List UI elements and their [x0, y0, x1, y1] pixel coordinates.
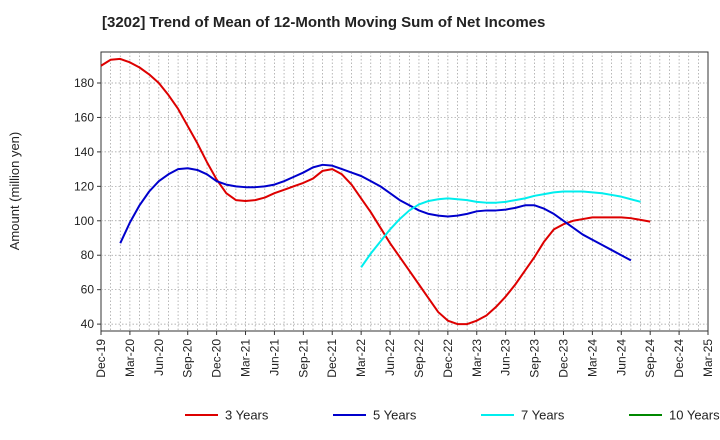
x-tick-label: Sep-20: [181, 339, 195, 378]
x-tick-label: Sep-23: [528, 339, 542, 378]
x-tick-label: Dec-22: [441, 339, 455, 378]
series-line-5-years: [119, 163, 632, 262]
x-tick-label: Dec-21: [325, 339, 339, 378]
x-tick-label: Mar-24: [585, 339, 599, 377]
x-tick-label: Jun-22: [383, 339, 397, 376]
x-tick-label: Sep-21: [296, 339, 310, 378]
series-line-7-years: [360, 190, 641, 268]
legend-label: 5 Years: [373, 408, 417, 423]
x-tick-label: Dec-23: [556, 339, 570, 378]
axes: 40 60 80 100 120 140 160 180 Dec-19 Mar-20 Jun-20 S…: [74, 76, 715, 378]
grid-lines: [101, 52, 708, 331]
legend-label: 3 Years: [225, 408, 269, 423]
y-tick-label: 80: [81, 248, 95, 262]
x-tick-label: Mar-21: [239, 339, 253, 377]
x-tick-label: Jun-21: [267, 339, 281, 376]
x-tick-label: Jun-24: [614, 339, 628, 376]
series-line-3-years: [100, 57, 651, 326]
y-tick-label: 120: [74, 179, 94, 193]
legend-label: 10 Years: [669, 408, 720, 423]
y-tick-label: 100: [74, 214, 94, 228]
y-tick-label: 160: [74, 110, 94, 124]
chart-title: [3202] Trend of Mean of 12-Month Moving …: [102, 14, 546, 31]
x-tick-label: Mar-20: [123, 339, 137, 377]
x-tick-label: Sep-24: [643, 339, 657, 378]
plot-area: [100, 51, 709, 332]
y-tick-label: 60: [81, 283, 95, 297]
x-tick-label: Jun-23: [499, 339, 513, 376]
series-lines: [100, 57, 651, 326]
y-tick-label: 40: [81, 317, 95, 331]
x-tick-label: Dec-20: [210, 339, 224, 378]
x-tick-label: Jun-20: [152, 339, 166, 376]
y-tick-label: 180: [74, 76, 94, 90]
x-tick-label: Mar-23: [470, 339, 484, 377]
x-tick-label: Mar-22: [354, 339, 368, 377]
x-tick-label: Dec-19: [94, 339, 108, 378]
legend-label: 7 Years: [521, 408, 565, 423]
x-tick-label: Sep-22: [412, 339, 426, 378]
x-tick-label: Dec-24: [672, 339, 686, 378]
legend: 3 Years 5 Years 7 Years 10 Years: [185, 408, 720, 423]
y-axis-title: Amount (million yen): [7, 132, 22, 251]
x-tick-label: Mar-25: [701, 339, 715, 377]
y-tick-label: 140: [74, 145, 94, 159]
